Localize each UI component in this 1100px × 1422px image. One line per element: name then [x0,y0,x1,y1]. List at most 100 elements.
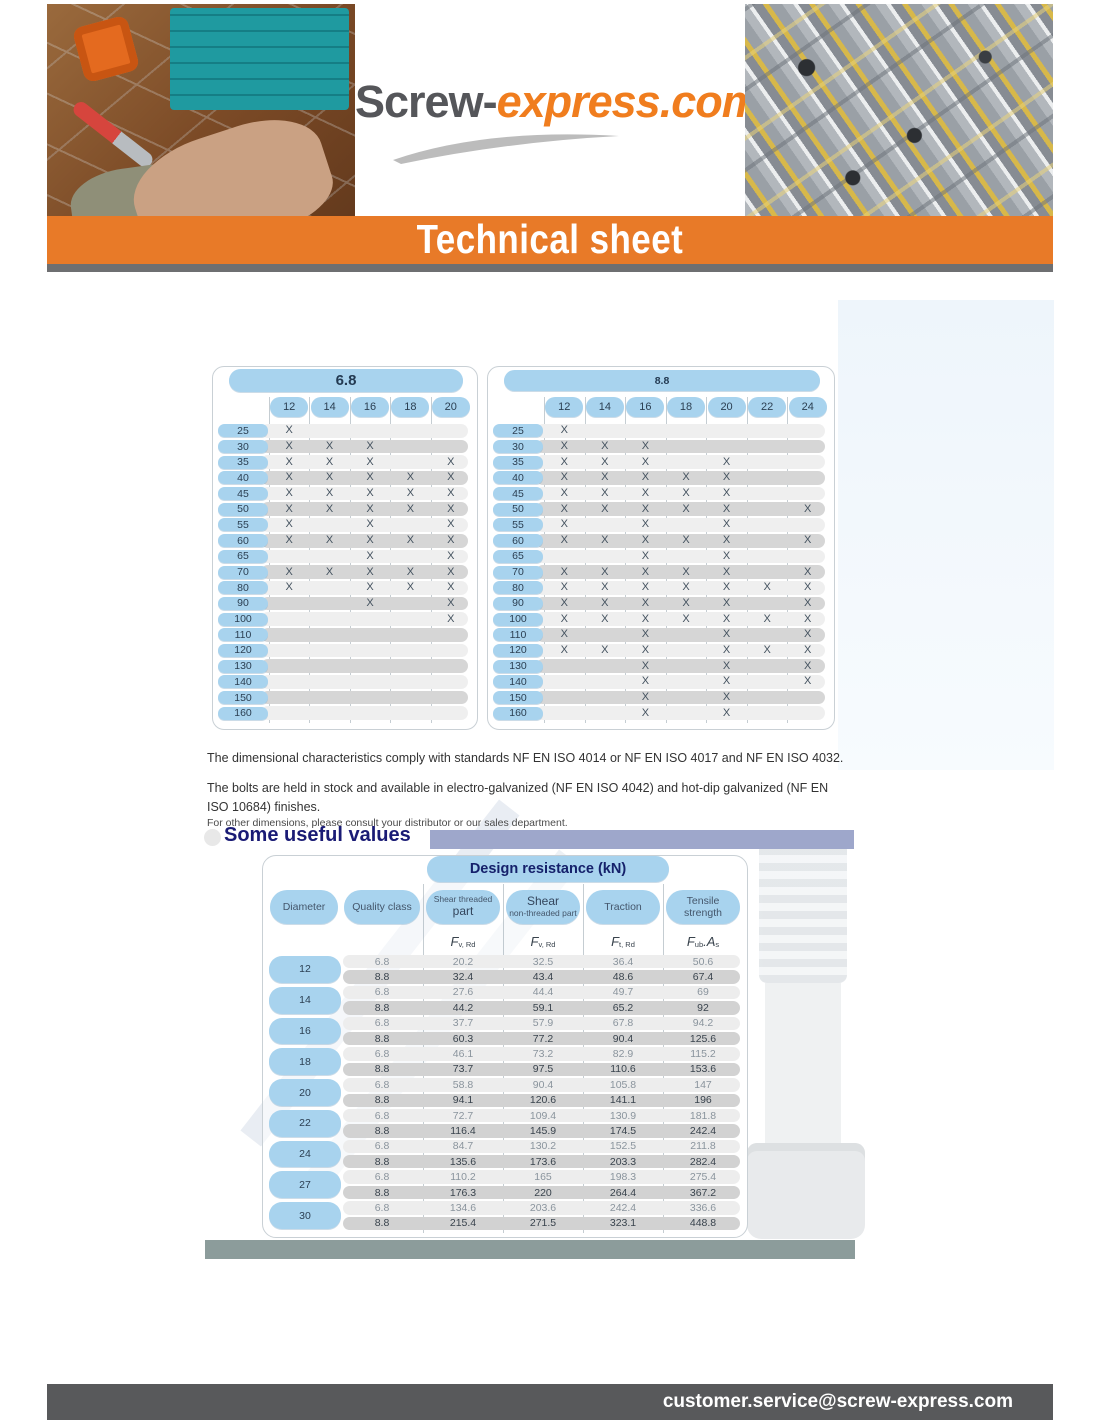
availability-mark: X [682,596,690,609]
resistance-value: 196 [694,1094,712,1107]
length-row-100: 100 X [217,611,471,627]
length-row-90: 90 X X X X X X [492,596,828,612]
availability-cell: X [666,501,707,517]
row-band [261,627,468,642]
availability-cell: X [350,486,390,502]
availability-mark: X [560,440,568,453]
availability-mark: X [804,581,812,594]
availability-cell [309,705,349,721]
diameter-column-header: 22 [748,397,787,417]
row-band [261,549,468,564]
stock-note: The bolts are held in stock and availabl… [207,779,828,817]
length-row-25: 25 X [217,423,471,439]
availability-mark: X [722,675,731,688]
row-band [261,643,468,658]
diameter-column-header: 12 [270,397,309,417]
design-row-27-6.8: 6.8 110.2 165 198.3 275.4 [267,1169,743,1184]
length-row-150: 150 X X [492,690,828,706]
availability-cell: X [787,611,828,627]
length-row-60: 60 X X X X X X [492,533,828,549]
availability-cell [350,627,390,643]
resistance-value: 203.6 [529,1201,557,1214]
resistance-value: 46.1 [452,1048,474,1061]
row-band [261,471,468,485]
availability-mark: X [682,487,690,500]
resistance-value: 43.4 [532,971,554,984]
availability-table-8-8: 8.8 12 14 16 18 20 22 24 25 X 30 X X X 35 X X X X 40 X X X X X… [487,366,835,730]
length-row-30: 30 X X X [217,439,471,455]
availability-cell [585,705,626,721]
availability-mark: X [601,581,609,594]
availability-cell: X [706,705,747,721]
length-label: 130 [218,659,268,673]
availability-mark: X [406,487,415,500]
availability-cell: X [625,501,666,517]
availability-mark: X [406,581,415,594]
row-band [261,424,468,438]
availability-cell: X [585,470,626,486]
availability-cell [787,423,828,439]
availability-mark: X [641,565,650,578]
design-table-title: Design resistance (kN) [427,856,669,882]
row-band [536,627,825,642]
availability-mark: X [722,628,731,641]
resistance-value: 73.2 [532,1048,554,1061]
availability-cell: X [309,501,349,517]
availability-cell [747,454,788,470]
length-label: 150 [218,691,268,705]
design-row-12-8.8: 8.8 32.4 43.4 48.6 67.4 [267,969,743,984]
availability-mark: X [325,487,334,500]
quality-class-value: 8.8 [374,1217,390,1230]
availability-mark: X [447,534,455,547]
availability-cell: X [706,533,747,549]
length-row-90: 90 X X [217,596,471,612]
length-label: 160 [493,706,543,720]
availability-cell [544,658,585,674]
availability-cell: X [585,533,626,549]
availability-cell [787,439,828,455]
availability-cell: X [585,611,626,627]
availability-cell [787,690,828,706]
availability-mark: X [447,502,455,515]
availability-mark: X [641,581,650,594]
availability-cell [585,627,626,643]
availability-cell: X [706,690,747,706]
quality-class-value: 8.8 [374,1124,390,1137]
length-row-70: 70 X X X X X [217,564,471,580]
availability-cell: X [787,533,828,549]
availability-mark: X [366,455,374,468]
availability-cell: X [706,470,747,486]
row-band [536,502,825,517]
availability-mark: X [804,659,812,672]
shear-plain-header: Shear non-threaded part [506,890,580,924]
availability-cell: X [390,486,430,502]
availability-cell [431,439,471,455]
resistance-value: 174.5 [609,1124,637,1137]
availability-mark: X [447,549,455,562]
availability-cell: X [787,643,828,659]
length-row-30: 30 X X X [492,439,828,455]
availability-cell [747,439,788,455]
length-label: 55 [218,518,268,532]
availability-cell: X [350,439,390,455]
length-label: 90 [493,596,543,610]
row-band [536,424,825,438]
availability-mark: X [447,596,455,609]
availability-mark: X [285,440,293,453]
resistance-value: 134.6 [449,1201,477,1214]
length-row-35: 35 X X X X [492,454,828,470]
availability-mark: X [285,534,293,547]
availability-cell: X [585,486,626,502]
availability-mark: X [601,596,609,609]
quality-class-value: 8.8 [374,1001,390,1014]
availability-cell: X [350,517,390,533]
length-label: 110 [218,628,268,642]
design-row-16-6.8: 6.8 37.7 57.9 67.8 94.2 [267,1016,743,1031]
availability-mark: X [325,565,334,578]
row-band [343,1170,740,1184]
availability-cell: X [625,658,666,674]
availability-mark: X [722,502,731,515]
availability-cell [666,454,707,470]
